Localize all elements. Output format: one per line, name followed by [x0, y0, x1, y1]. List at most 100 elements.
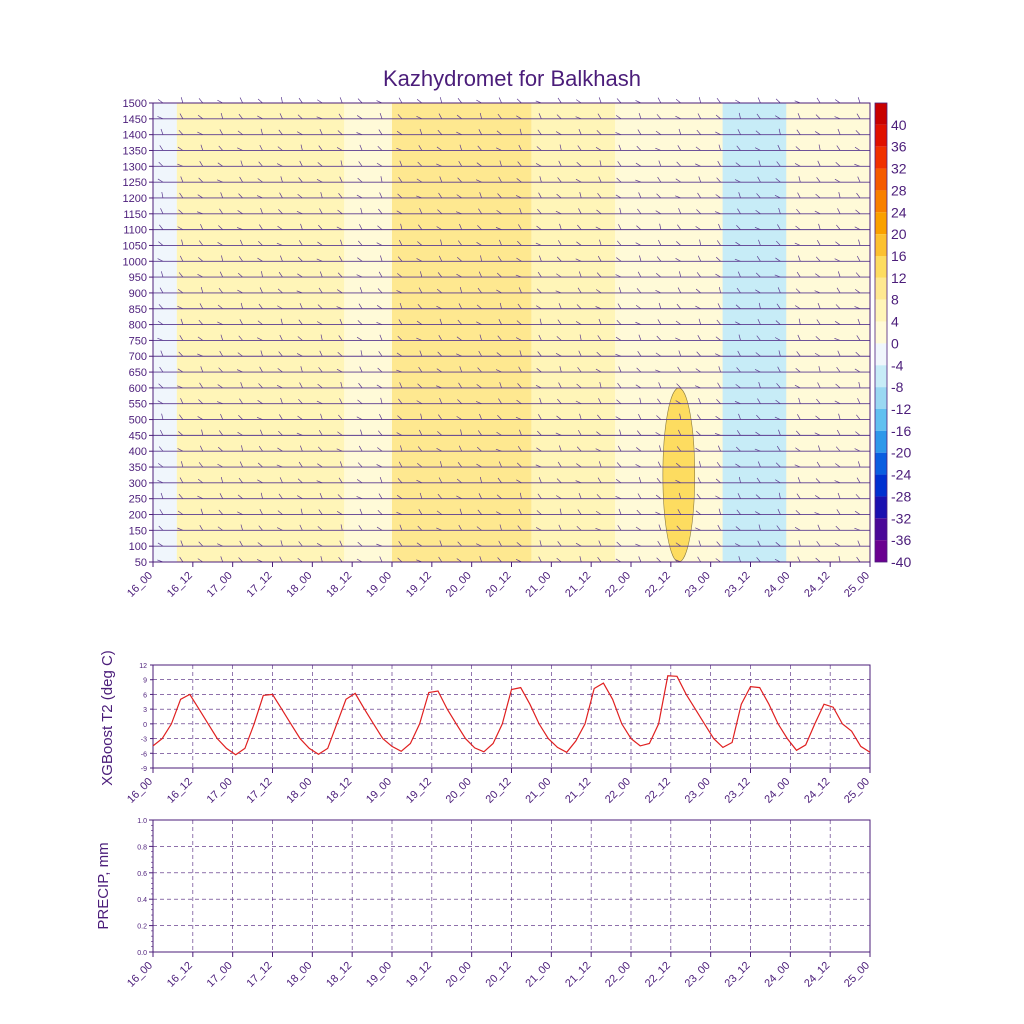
wind-barb [377, 225, 383, 230]
wind-barb [695, 447, 701, 452]
wind-barb [358, 525, 363, 531]
wind-barb [778, 492, 781, 499]
colorbar-label: 4 [891, 314, 899, 330]
wind-barb [775, 542, 781, 547]
wind-barb [516, 98, 522, 104]
wind-barb [538, 192, 542, 199]
wind-barb [834, 116, 841, 120]
colorbar-swatch [875, 234, 887, 256]
wind-barb [798, 318, 801, 325]
precip-ytick-label: 0.2 [137, 924, 147, 931]
wind-barb [679, 271, 682, 278]
wind-barb [854, 226, 861, 230]
wind-barb [159, 509, 164, 515]
wind-barb [157, 116, 164, 120]
colorbar-swatch [875, 212, 887, 235]
colorbar-swatch [875, 409, 887, 431]
wind-barb [200, 366, 204, 373]
wind-barb [457, 462, 462, 468]
wind-barb [537, 351, 542, 357]
wind-barb [157, 258, 164, 262]
wind-barb [496, 289, 502, 294]
wind-barb [479, 476, 482, 483]
wind-barb [857, 318, 861, 325]
wind-barb [420, 413, 423, 420]
wind-barb [237, 272, 243, 278]
wind-barb [336, 368, 343, 373]
wind-barb [259, 287, 263, 294]
wind-barb [258, 303, 263, 309]
wind-barb [158, 446, 164, 452]
wind-barb [437, 493, 443, 499]
wind-barb [774, 416, 781, 420]
wind-barb [796, 430, 801, 436]
wind-barb [655, 273, 662, 278]
wind-barb [360, 429, 363, 436]
wind-barb [476, 446, 482, 452]
wind-barb [396, 352, 403, 357]
xtick-label: 18_00 [284, 570, 314, 600]
t2-ytick-label: 12 [139, 663, 147, 670]
wind-barb [338, 477, 343, 484]
wind-barb [737, 350, 741, 357]
colorbar-swatch [875, 256, 887, 278]
wind-barb [178, 209, 184, 215]
wind-barb [298, 97, 303, 104]
wind-barb [437, 129, 443, 135]
wind-barb [838, 556, 841, 563]
wind-barb [436, 305, 442, 310]
wind-barb [675, 178, 681, 183]
xtick-label: 21_00 [523, 776, 553, 806]
wind-barb [257, 320, 263, 325]
xtick-label: 18_00 [284, 776, 314, 806]
wind-barb [655, 511, 662, 515]
wind-barb [775, 399, 781, 405]
wind-barb [715, 114, 721, 120]
wind-barb [658, 382, 662, 389]
wind-barb [180, 461, 184, 468]
wind-barb [617, 382, 622, 389]
wind-barb [217, 463, 223, 468]
wind-barb [695, 305, 701, 310]
wind-barb [297, 256, 303, 262]
wind-barb [336, 306, 343, 310]
xs-ytick-label: 1250 [123, 177, 147, 189]
wind-barb [659, 445, 662, 452]
wind-barb [477, 145, 482, 151]
wind-barb [278, 209, 283, 215]
xtick-label: 19_12 [404, 570, 434, 600]
wind-barb [459, 508, 463, 515]
wind-barb [755, 272, 761, 278]
xs-ytick-label: 100 [129, 541, 147, 553]
wind-barb [297, 131, 303, 135]
wind-barb [456, 336, 462, 341]
wind-barb [817, 303, 821, 309]
wind-barb [179, 255, 184, 262]
wind-barb [478, 208, 482, 214]
xs-ytick-label: 400 [129, 446, 147, 458]
wind-barb [737, 129, 741, 135]
wind-barb [298, 461, 303, 468]
wind-barb [256, 195, 263, 199]
wind-barb [735, 321, 741, 325]
wind-barb [399, 382, 403, 389]
wind-barb [258, 383, 263, 389]
wind-barb [296, 210, 303, 215]
wind-barb [439, 318, 443, 325]
wind-barb [198, 541, 204, 547]
wind-barb [595, 306, 602, 310]
wind-barb [180, 398, 184, 404]
wind-barb [357, 462, 363, 468]
xtick-label: 20_12 [484, 960, 514, 990]
wind-barb [854, 289, 861, 294]
wind-barb [177, 146, 184, 151]
chart-title: Kazhydromet for Balkhash [383, 66, 641, 91]
wind-barb [277, 368, 283, 373]
wind-barb [716, 319, 721, 325]
xtick-label: 16_12 [165, 960, 195, 990]
wind-barb [536, 368, 542, 373]
xs-ytick-label: 1100 [123, 225, 147, 237]
wind-barb [697, 556, 702, 563]
wind-barb [479, 112, 482, 119]
wind-barb [758, 160, 761, 167]
